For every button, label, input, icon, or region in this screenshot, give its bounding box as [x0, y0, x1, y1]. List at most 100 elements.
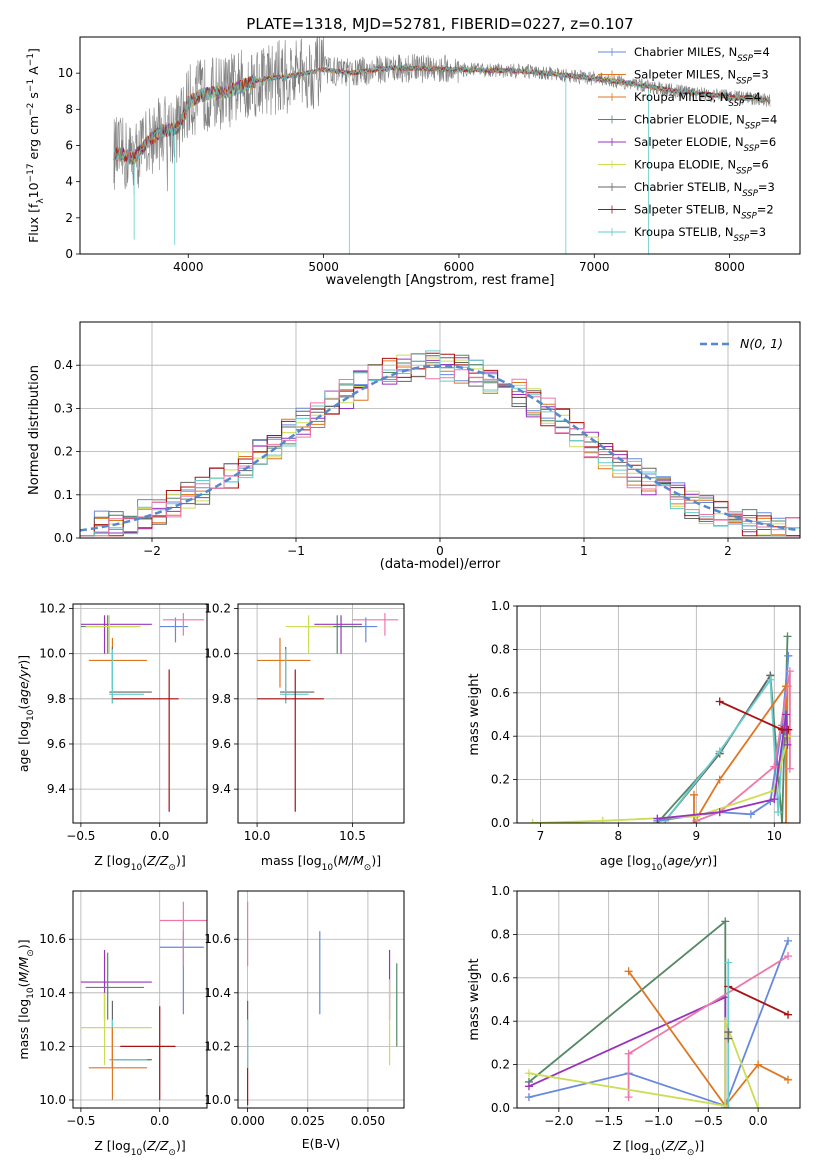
panel-residuals: −2 −1 0 1 2 0.0 0.1 0.2 0.3 0.4 N(0, 1) (data-model…	[27, 321, 801, 572]
y-tick-label: 0.6	[491, 686, 510, 700]
x-tick-label: 6000	[444, 260, 475, 274]
plus-marker	[774, 808, 783, 817]
plus-marker	[783, 632, 792, 641]
mass-weight-line	[528, 919, 727, 1108]
y-tick-label: 0.2	[54, 445, 73, 459]
plot-area-residuals	[80, 350, 800, 537]
legend-label: Chabrier ELODIE, NSSP=4	[634, 113, 777, 132]
y-tick-label: 10.0	[204, 647, 231, 661]
x-tick-label: 0.000	[230, 1114, 264, 1128]
residual-histogram	[80, 353, 800, 537]
legend-label: Salpeter STELIB, NSSP=2	[634, 203, 774, 222]
plus-marker	[524, 1069, 533, 1078]
axes-frame	[72, 603, 208, 824]
y-tick-label: 0.1	[54, 488, 73, 502]
plus-marker	[653, 814, 662, 823]
plus-marker	[784, 952, 793, 961]
plus-marker	[770, 795, 779, 804]
y-tick-label: 10.2	[204, 1039, 231, 1053]
x-axis-label: mass [log10(M/M⊙)]	[261, 853, 381, 873]
gaussian-curve	[80, 364, 800, 532]
panel-mass_weight_vs_Z: −2.0 −1.5 −1.0 −0.5 0.0 0.0 0.2 0.4 0.6 0.8 1.0 Z […	[467, 884, 801, 1158]
plus-marker	[689, 790, 698, 799]
x-tick-label: 7	[537, 829, 545, 843]
y-axis-label: mass weight	[467, 673, 482, 755]
legend-label: Kroupa MILES, NSSP=4	[634, 90, 761, 109]
plus-marker	[785, 764, 794, 773]
x-tick-label: 7000	[579, 260, 610, 274]
y-tick-label: 10	[58, 66, 73, 80]
x-tick-label: 0.0	[150, 829, 169, 843]
y-tick-label: 10.2	[204, 602, 231, 616]
x-axis-label: Z [log10(Z/Z⊙)]	[94, 1138, 185, 1158]
y-tick-label: 10.4	[39, 986, 66, 1000]
x-tick-label: 0	[436, 544, 444, 558]
y-tick-label: 1.0	[491, 599, 510, 613]
y-tick-label: 10.6	[39, 932, 66, 946]
panel-age_vs_Z: −0.5 0.0 9.4 9.6 9.8 10.0 10.2 Z [log10(Z/Z⊙)] a…	[16, 602, 208, 873]
plot-area-mass_vs_ebv	[247, 901, 398, 1106]
x-axis-label: Z [log10(Z/Z⊙)]	[94, 853, 185, 873]
plus-marker	[715, 697, 724, 706]
mass-weight-line	[656, 636, 789, 823]
plus-marker	[624, 1049, 633, 1058]
axes-frame	[72, 890, 208, 1109]
x-axis-label: wavelength [Angstrom, rest frame]	[326, 273, 555, 288]
mass-weight-line	[627, 970, 789, 1108]
x-tick-label: −1.0	[644, 1114, 673, 1128]
legend-label: Kroupa STELIB, NSSP=3	[634, 225, 766, 244]
y-tick-label: 10.0	[204, 1093, 231, 1107]
legend-label: Chabrier MILES, NSSP=4	[634, 45, 770, 64]
x-tick-label: 10	[767, 829, 782, 843]
plus-marker	[784, 1075, 793, 1084]
panel-mass_vs_Z: −0.5 0.0 10.0 10.2 10.4 10.6 Z [log10(Z/Z⊙)] ma…	[16, 890, 208, 1158]
legend-label: N(0, 1)	[740, 336, 783, 351]
y-tick-label: 0.2	[491, 1058, 510, 1072]
y-tick-label: 0.2	[491, 773, 510, 787]
legend-label: Salpeter MILES, NSSP=3	[634, 68, 769, 87]
y-tick-label: 0.0	[54, 531, 73, 545]
plus-marker	[784, 1010, 793, 1019]
y-tick-label: 0.4	[54, 358, 73, 372]
y-tick-label: 0.4	[491, 729, 510, 743]
plot-area-mass_weight_vs_age	[528, 632, 794, 823]
mass-weight-line	[657, 655, 790, 822]
x-tick-label: 8000	[714, 260, 745, 274]
y-axis-label: Normed distribution	[27, 365, 42, 495]
y-tick-label: 9.4	[47, 782, 66, 796]
y-axis-label: Flux [fλ10−17 erg cm−2 s−1 A−1]	[26, 48, 46, 243]
y-axis-label: age [log10(age/yr)]	[16, 655, 36, 772]
plus-marker	[598, 816, 607, 823]
y-tick-label: 9.8	[47, 692, 66, 706]
x-tick-label: −1.5	[594, 1114, 623, 1128]
x-tick-label: 8	[615, 829, 623, 843]
y-tick-label: 9.6	[212, 737, 231, 751]
y-tick-label: 8	[65, 102, 73, 116]
x-tick-label: 1	[580, 544, 588, 558]
x-tick-label: 4000	[173, 260, 204, 274]
axes-frame	[237, 603, 405, 824]
plus-marker	[721, 917, 730, 926]
x-tick-label: 10.5	[339, 829, 366, 843]
y-tick-label: 0	[65, 247, 73, 261]
y-tick-label: 0.8	[491, 642, 510, 656]
plus-marker	[624, 967, 633, 976]
x-tick-label: 9	[692, 829, 700, 843]
y-tick-label: 9.8	[212, 692, 231, 706]
x-tick-label: 0.0	[749, 1114, 768, 1128]
x-tick-label: −0.5	[694, 1114, 723, 1128]
y-tick-label: 0.8	[491, 927, 510, 941]
plus-marker	[781, 819, 790, 823]
plus-marker	[715, 808, 724, 817]
plus-marker	[715, 747, 724, 756]
x-axis-label: Z [log10(Z/Z⊙)]	[613, 1138, 704, 1158]
y-tick-label: 9.6	[47, 737, 66, 751]
y-tick-label: 9.4	[212, 782, 231, 796]
x-tick-label: 0.0	[150, 1114, 169, 1128]
panel-age_vs_mass: 10.0 10.5 9.4 9.6 9.8 10.0 10.2 mass [log10(M/M…	[204, 602, 405, 873]
plus-marker	[724, 1104, 733, 1108]
plus-marker	[746, 810, 755, 819]
y-axis-label: mass weight	[467, 958, 482, 1040]
legend-label: Chabrier STELIB, NSSP=3	[634, 180, 775, 199]
x-tick-label: 2	[724, 544, 732, 558]
